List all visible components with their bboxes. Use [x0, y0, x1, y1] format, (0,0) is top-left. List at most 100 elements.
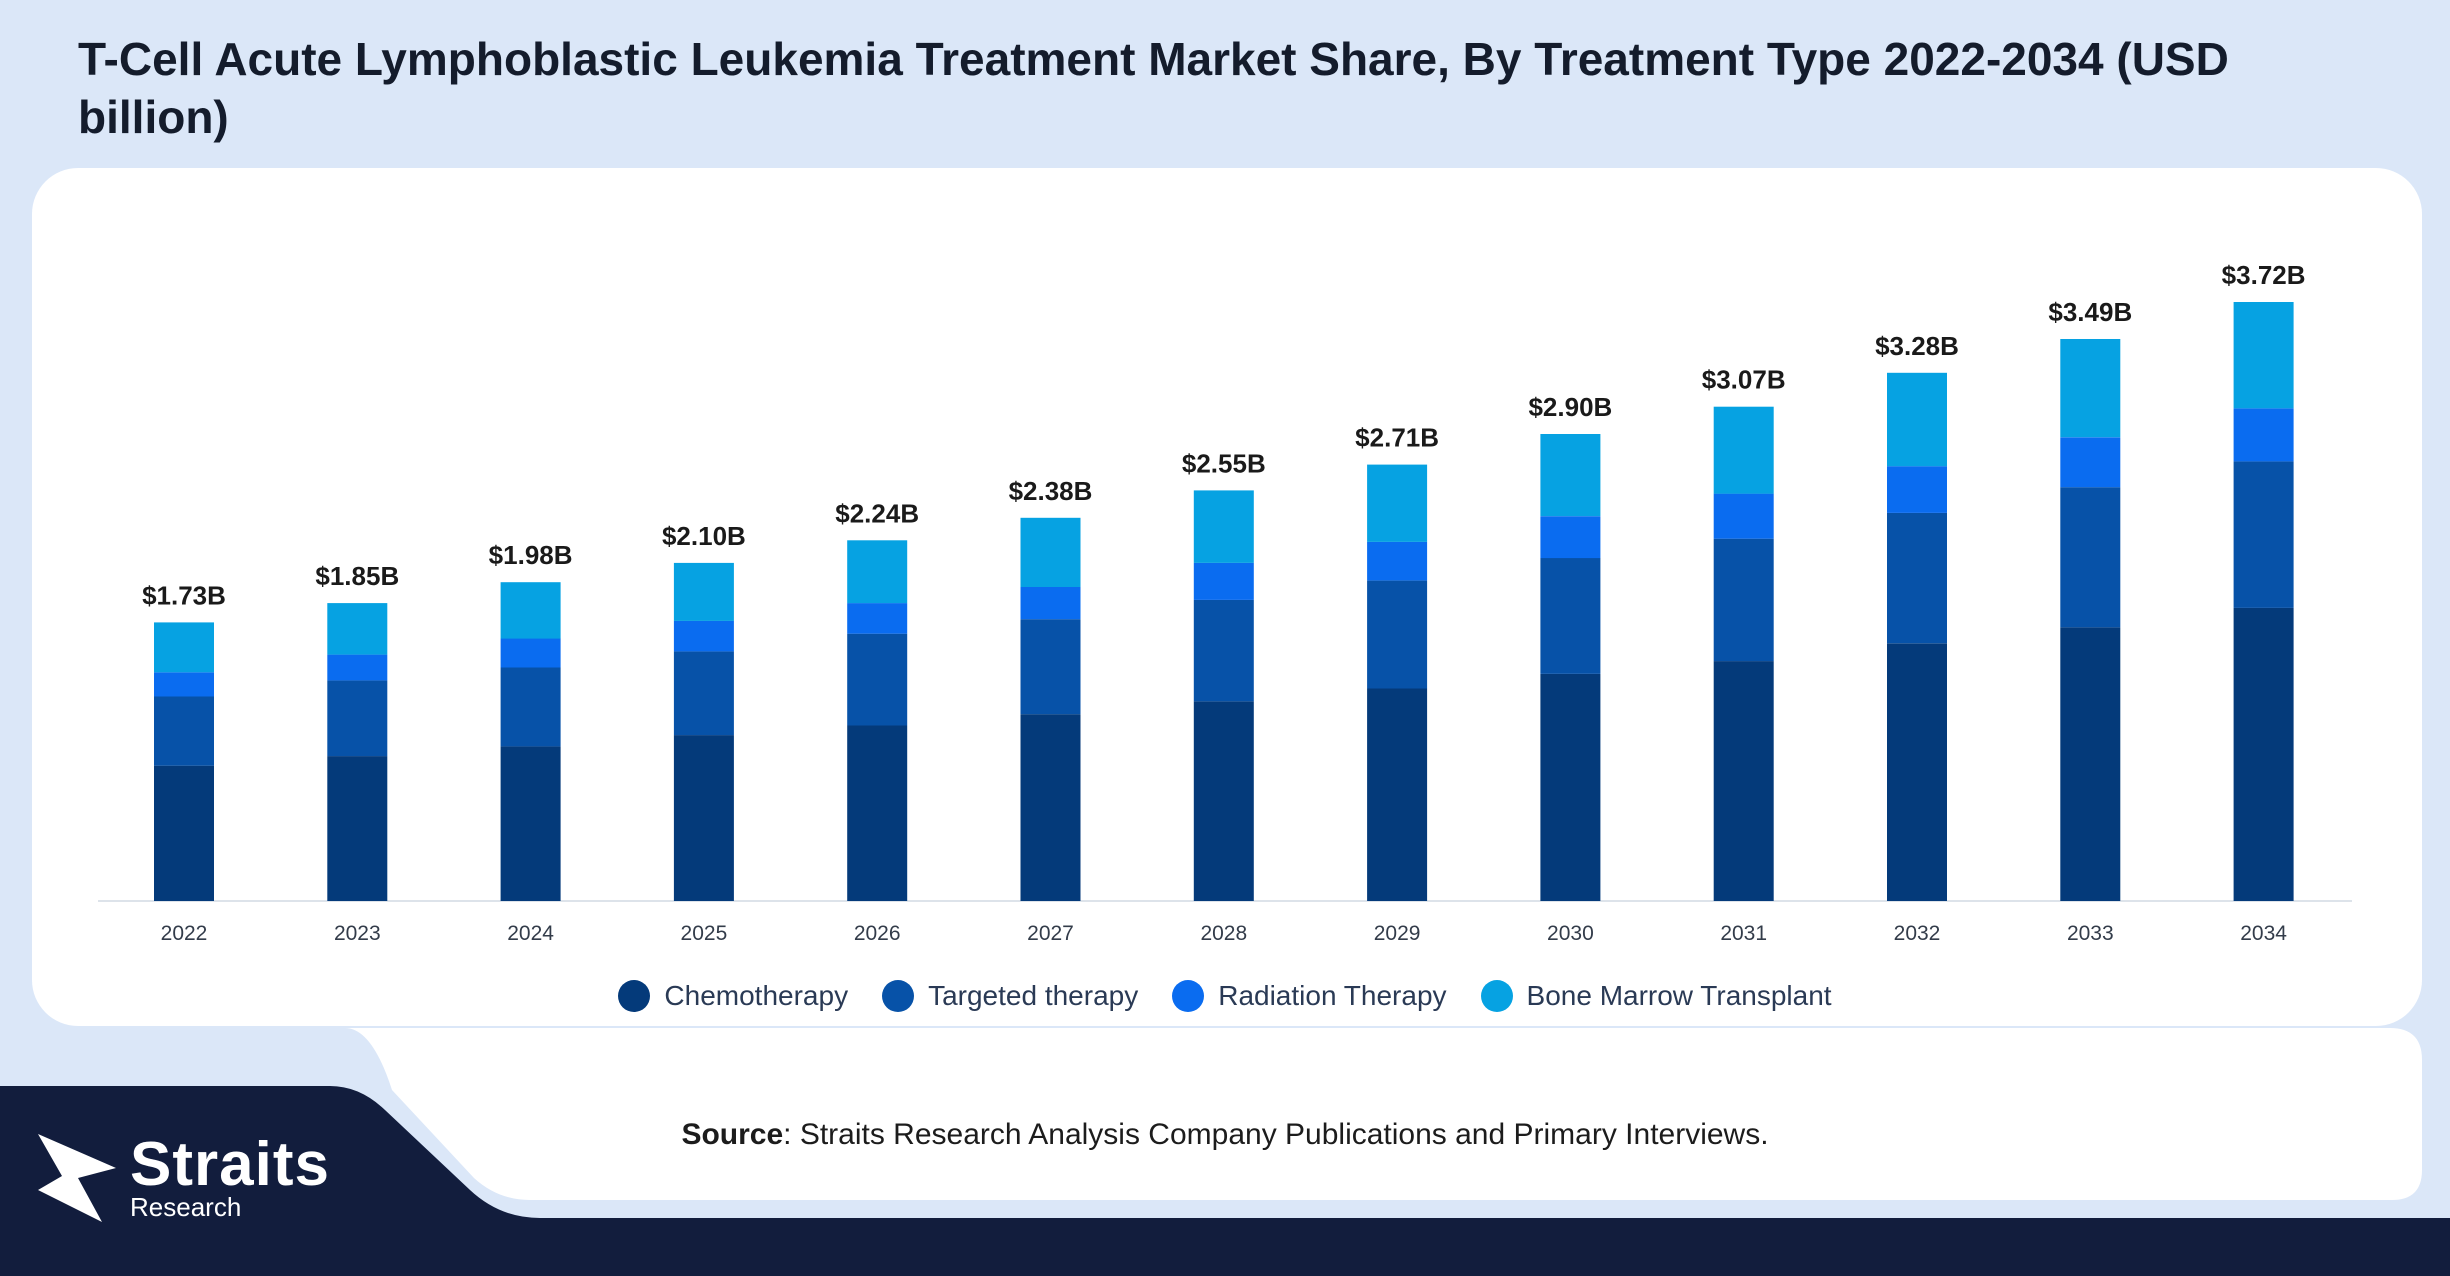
x-tick-label-2034: 2034: [2240, 922, 2287, 945]
x-tick-label-2029: 2029: [1374, 922, 1421, 945]
bar-segment-targeted-therapy-2029: [1367, 580, 1428, 689]
bar-segment-targeted-therapy-2031: [1713, 538, 1774, 662]
total-label-2033: $3.49B: [2048, 297, 2132, 327]
straits-arrow-logo-icon: [38, 1134, 116, 1222]
bar-segment-bone-marrow-transplant-2023: [327, 603, 388, 655]
x-tick-label-2028: 2028: [1200, 922, 1247, 945]
bar-segment-chemotherapy-2028: [1193, 701, 1254, 901]
legend-swatch-chemotherapy: [618, 980, 651, 1012]
bar-segment-chemotherapy-2034: [2233, 607, 2294, 901]
bar-segment-radiation-therapy-2024: [500, 638, 561, 668]
total-label-2032: $3.28B: [1875, 331, 1959, 361]
total-label-2024: $1.98B: [489, 540, 573, 570]
legend-label-bone-marrow-transplant: Bone Marrow Transplant: [1526, 980, 1832, 1011]
bar-segment-bone-marrow-transplant-2028: [1193, 490, 1254, 563]
page-title: T-Cell Acute Lymphoblastic Leukemia Trea…: [78, 33, 2229, 143]
x-tick-label-2031: 2031: [1720, 922, 1767, 945]
bar-segment-bone-marrow-transplant-2031: [1713, 406, 1774, 494]
chart-legend: Chemotherapy Targeted therapy Radiation …: [0, 980, 2450, 1012]
bar-segment-bone-marrow-transplant-2034: [2233, 302, 2294, 409]
total-label-2026: $2.24B: [835, 498, 919, 528]
total-label-2025: $2.10B: [662, 521, 746, 551]
x-tick-label-2027: 2027: [1027, 922, 1074, 945]
bar-segment-radiation-therapy-2028: [1193, 562, 1254, 600]
bar-segment-targeted-therapy-2027: [1020, 619, 1081, 715]
total-label-2031: $3.07B: [1702, 365, 1786, 395]
x-tick-label-2023: 2023: [334, 922, 381, 945]
bar-segment-chemotherapy-2023: [327, 756, 388, 901]
bar-segment-chemotherapy-2024: [500, 746, 561, 901]
bar-segment-radiation-therapy-2032: [1887, 466, 1947, 513]
source-label: Source: [681, 1118, 784, 1151]
legend-swatch-bone-marrow-transplant: [1480, 980, 1513, 1012]
legend-item-radiation-therapy: Radiation Therapy: [1172, 980, 1447, 1012]
bar-segment-radiation-therapy-2022: [154, 672, 214, 697]
bar-segment-targeted-therapy-2025: [673, 651, 734, 736]
bar-segment-bone-marrow-transplant-2022: [154, 622, 214, 673]
bar-segment-targeted-therapy-2023: [327, 680, 388, 757]
bar-segment-targeted-therapy-2028: [1193, 599, 1254, 702]
bar-segment-targeted-therapy-2026: [847, 633, 908, 726]
bars-layer: [154, 302, 2294, 901]
total-label-2030: $2.90B: [1528, 392, 1612, 422]
bar-segment-radiation-therapy-2025: [673, 620, 734, 652]
bar-segment-chemotherapy-2032: [1887, 643, 1947, 901]
bar-segment-chemotherapy-2026: [847, 725, 908, 901]
x-tick-label-2033: 2033: [2067, 922, 2114, 945]
bar-segment-bone-marrow-transplant-2024: [500, 582, 561, 639]
bar-segment-radiation-therapy-2030: [1540, 516, 1601, 559]
source-note: Source: Straits Research Analysis Compan…: [0, 1118, 2450, 1152]
total-label-2034: $3.72B: [2222, 260, 2306, 290]
legend-item-chemotherapy: Chemotherapy: [618, 980, 848, 1012]
footer-light-panel: [345, 1028, 2422, 1200]
bar-segment-targeted-therapy-2034: [2233, 461, 2294, 608]
bar-segment-radiation-therapy-2027: [1020, 587, 1081, 620]
bar-segment-targeted-therapy-2024: [500, 667, 561, 747]
bar-segment-chemotherapy-2025: [673, 735, 734, 901]
legend-item-targeted-therapy: Targeted therapy: [882, 980, 1138, 1012]
x-tick-label-2030: 2030: [1547, 922, 1594, 945]
legend-label-chemotherapy: Chemotherapy: [664, 980, 849, 1011]
bar-segment-targeted-therapy-2022: [154, 696, 214, 766]
logo-subtitle: Research: [130, 1192, 242, 1222]
legend-item-bone-marrow-transplant: Bone Marrow Transplant: [1480, 980, 1832, 1012]
straits-logo: Straits Research: [38, 1130, 358, 1230]
bar-segment-bone-marrow-transplant-2025: [673, 562, 734, 621]
bar-segment-targeted-therapy-2030: [1540, 558, 1601, 674]
x-tick-label-2024: 2024: [507, 922, 554, 945]
bar-segment-bone-marrow-transplant-2032: [1887, 372, 1947, 467]
total-label-2028: $2.55B: [1182, 448, 1266, 478]
x-tick-label-2032: 2032: [1894, 922, 1941, 945]
x-tick-label-2025: 2025: [681, 922, 728, 945]
x-tick-label-2022: 2022: [161, 922, 208, 945]
total-label-2027: $2.38B: [1009, 476, 1093, 506]
bar-segment-chemotherapy-2033: [2060, 627, 2121, 901]
bar-segment-radiation-therapy-2029: [1367, 541, 1428, 581]
legend-swatch-radiation-therapy: [1172, 980, 1205, 1012]
bar-segment-chemotherapy-2030: [1540, 674, 1601, 901]
bar-segment-chemotherapy-2029: [1367, 688, 1428, 901]
bar-segment-bone-marrow-transplant-2026: [847, 540, 908, 604]
bar-segment-chemotherapy-2027: [1020, 714, 1081, 901]
x-tick-label-2026: 2026: [854, 922, 901, 945]
bar-segment-radiation-therapy-2033: [2060, 437, 2121, 488]
bar-segment-targeted-therapy-2032: [1887, 512, 1947, 644]
bar-segment-bone-marrow-transplant-2029: [1367, 464, 1428, 542]
legend-swatch-targeted-therapy: [882, 980, 915, 1012]
total-label-2023: $1.85B: [315, 561, 399, 591]
labels-layer: $1.73B 2022 $1.85B 2023 $1.98B 2024 $2.10B 2025…: [142, 260, 2305, 945]
bar-segment-bone-marrow-transplant-2027: [1020, 517, 1081, 587]
bar-segment-radiation-therapy-2034: [2233, 408, 2294, 462]
source-text: : Straits Research Analysis Company Publ…: [783, 1118, 1769, 1151]
bar-segment-chemotherapy-2022: [154, 765, 214, 901]
bar-segment-targeted-therapy-2033: [2060, 487, 2121, 628]
total-label-2022: $1.73B: [142, 580, 226, 610]
bar-segment-radiation-therapy-2031: [1713, 493, 1774, 539]
bar-segment-radiation-therapy-2026: [847, 603, 908, 634]
logo-wordmark: Straits: [130, 1130, 330, 1199]
total-label-2029: $2.71B: [1355, 423, 1439, 453]
legend-label-radiation-therapy: Radiation Therapy: [1218, 980, 1447, 1011]
bar-segment-radiation-therapy-2023: [327, 654, 388, 681]
bar-segment-chemotherapy-2031: [1713, 661, 1774, 901]
